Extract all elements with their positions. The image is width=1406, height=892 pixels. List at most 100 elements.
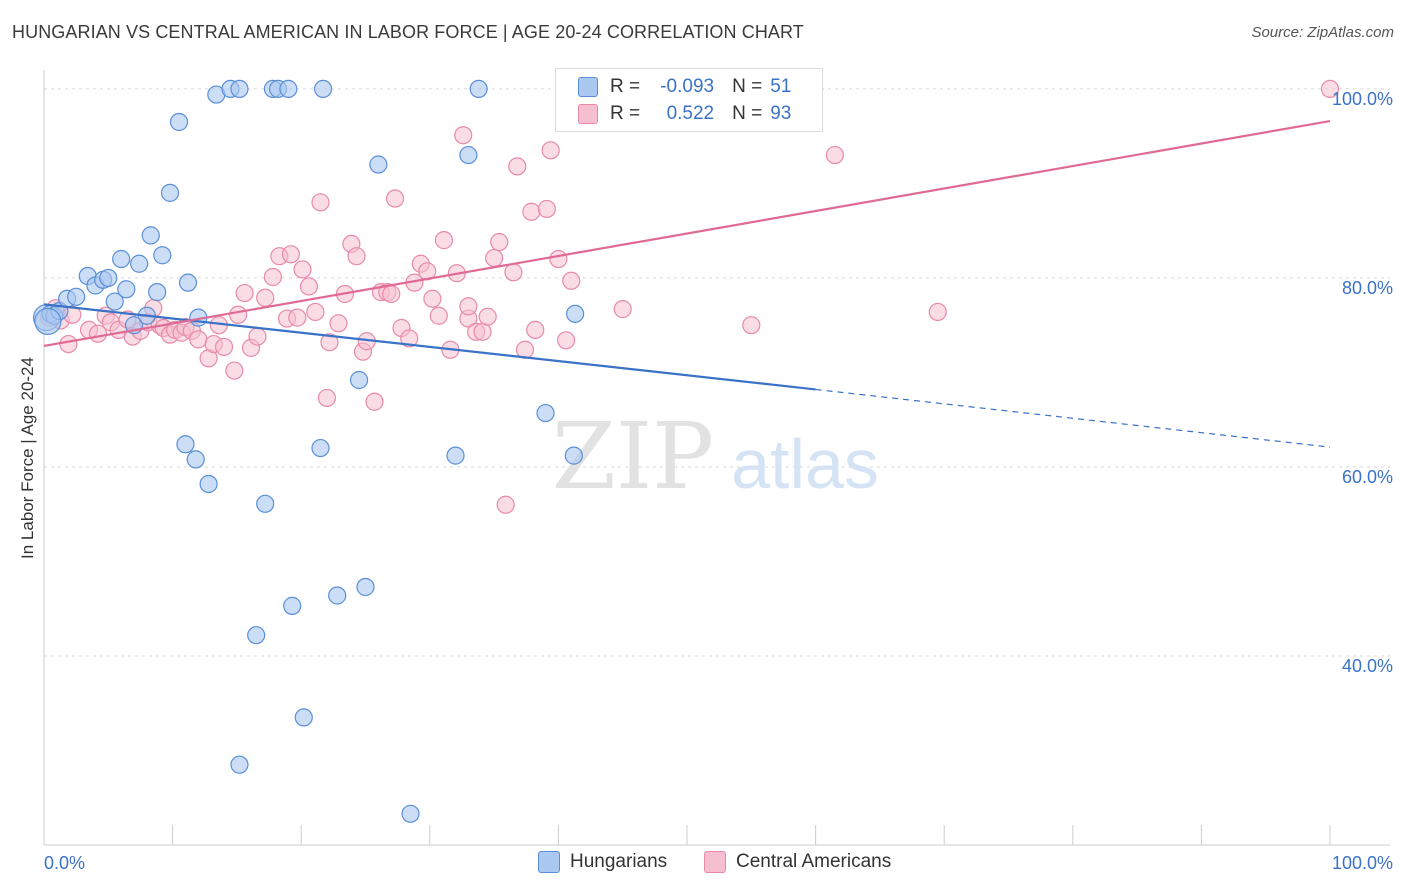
hungarian-point bbox=[311, 438, 330, 458]
central-american-point bbox=[281, 245, 301, 264]
hungarians-trend-line bbox=[43, 303, 816, 391]
hungarian-point bbox=[148, 283, 167, 302]
central-american-point bbox=[235, 283, 254, 303]
hungarian-point bbox=[313, 79, 333, 99]
central-american-point bbox=[329, 314, 348, 333]
central-american-point bbox=[522, 202, 541, 221]
x-tick-label: 100.0% bbox=[1332, 853, 1393, 873]
tick-labels: 40.0% 60.0% 80.0% 100.0% 0.0% 100.0% bbox=[44, 89, 1393, 873]
trend-lines bbox=[43, 119, 1331, 448]
central-american-point bbox=[189, 330, 208, 349]
central-american-point bbox=[526, 320, 545, 340]
central-american-point bbox=[299, 277, 319, 296]
legend-n-label: N = bbox=[732, 76, 763, 97]
hungarian-point bbox=[112, 249, 131, 269]
legend-swatch-central-americans bbox=[704, 851, 726, 873]
central-american-point bbox=[496, 495, 515, 514]
y-tick-label: 60.0% bbox=[1342, 467, 1393, 487]
central-american-point bbox=[825, 145, 844, 165]
axes bbox=[43, 70, 1390, 846]
legend-label-central-americans: Central Americans bbox=[736, 851, 892, 872]
legend-item-central-americans[interactable]: Central Americans bbox=[704, 851, 891, 873]
hungarian-point bbox=[256, 494, 275, 513]
central-american-point bbox=[742, 316, 761, 335]
chart-title: HUNGARIAN VS CENTRAL AMERICAN IN LABOR F… bbox=[12, 22, 804, 42]
central-americans-trend-line bbox=[43, 119, 1331, 348]
watermark: ZIP atlas bbox=[552, 403, 879, 510]
legend-row-central-americans: R = 0.522 N = 93 bbox=[578, 101, 791, 127]
legend-swatch-blue bbox=[578, 77, 598, 97]
central-american-point bbox=[306, 302, 325, 322]
hungarians-trend-extension bbox=[815, 388, 1331, 448]
series-legend: Hungarians Central Americans bbox=[0, 851, 1406, 877]
hungarian-point bbox=[141, 226, 160, 245]
hungarian-point bbox=[356, 577, 375, 597]
hungarian-point bbox=[566, 304, 585, 323]
central-american-point bbox=[317, 388, 337, 408]
central-american-point bbox=[508, 157, 527, 176]
central-american-point bbox=[320, 333, 339, 352]
hungarian-point bbox=[34, 307, 62, 336]
central-american-point bbox=[263, 267, 283, 287]
central-american-point bbox=[311, 193, 330, 212]
hungarian-point bbox=[446, 446, 465, 465]
hungarian-point bbox=[294, 708, 313, 727]
central-american-point bbox=[256, 288, 275, 307]
central-american-point bbox=[288, 308, 307, 327]
legend-swatch-hungarians bbox=[538, 851, 560, 873]
hungarian-point bbox=[349, 370, 369, 390]
grid-lines bbox=[44, 88, 1390, 657]
hungarian-point bbox=[169, 112, 189, 132]
hungarian-point bbox=[536, 403, 555, 423]
hungarian-point bbox=[186, 450, 205, 469]
hungarian-point bbox=[401, 804, 420, 823]
y-tick-label: 40.0% bbox=[1342, 656, 1393, 676]
hungarian-point bbox=[178, 273, 198, 292]
hungarian-point bbox=[230, 755, 249, 774]
y-tick-label: 80.0% bbox=[1342, 278, 1393, 298]
hungarian-point bbox=[459, 145, 478, 165]
legend-n-value: 93 bbox=[770, 103, 792, 124]
legend-label-hungarians: Hungarians bbox=[570, 851, 668, 872]
central-american-point bbox=[400, 329, 419, 348]
hungarian-point bbox=[283, 596, 302, 615]
central-american-point bbox=[557, 331, 576, 350]
y-tick-label: 100.0% bbox=[1332, 89, 1393, 109]
central-american-point bbox=[541, 141, 560, 160]
central-american-point bbox=[434, 231, 454, 250]
central-american-point bbox=[490, 232, 509, 252]
legend-item-hungarians[interactable]: Hungarians bbox=[538, 851, 667, 873]
hungarian-point bbox=[328, 586, 347, 605]
central-american-point bbox=[293, 260, 312, 279]
watermark-atlas: atlas bbox=[731, 425, 879, 503]
hungarian-point bbox=[279, 79, 298, 99]
hungarian-point bbox=[67, 287, 86, 306]
central-american-point bbox=[485, 248, 504, 268]
central-american-point bbox=[459, 297, 478, 316]
central-american-point bbox=[537, 199, 556, 219]
central-american-point bbox=[429, 306, 448, 325]
central-american-point bbox=[365, 392, 384, 411]
central-american-point bbox=[347, 247, 366, 266]
hungarians-points bbox=[32, 79, 585, 823]
hungarian-point bbox=[117, 280, 136, 299]
hungarian-point bbox=[130, 254, 149, 273]
central-american-point bbox=[423, 289, 442, 308]
central-american-point bbox=[382, 284, 401, 304]
central-american-point bbox=[248, 327, 267, 346]
central-american-point bbox=[454, 126, 473, 145]
legend-r-label: R = bbox=[610, 103, 641, 124]
central-american-point bbox=[562, 271, 581, 290]
central-american-point bbox=[385, 189, 405, 208]
hungarian-point bbox=[99, 268, 118, 288]
central-americans-points bbox=[40, 79, 1340, 514]
legend-row-hungarians: R = -0.093 N = 51 bbox=[578, 74, 791, 100]
central-american-point bbox=[225, 361, 244, 380]
hungarian-point bbox=[369, 155, 388, 174]
central-american-point bbox=[928, 302, 947, 322]
hungarian-point bbox=[176, 435, 195, 454]
legend-swatch-pink bbox=[578, 104, 598, 124]
stats-legend: R = -0.093 N = 51 R = 0.522 N = 93 bbox=[555, 68, 823, 132]
source-credit: Source: ZipAtlas.com bbox=[1251, 24, 1394, 41]
